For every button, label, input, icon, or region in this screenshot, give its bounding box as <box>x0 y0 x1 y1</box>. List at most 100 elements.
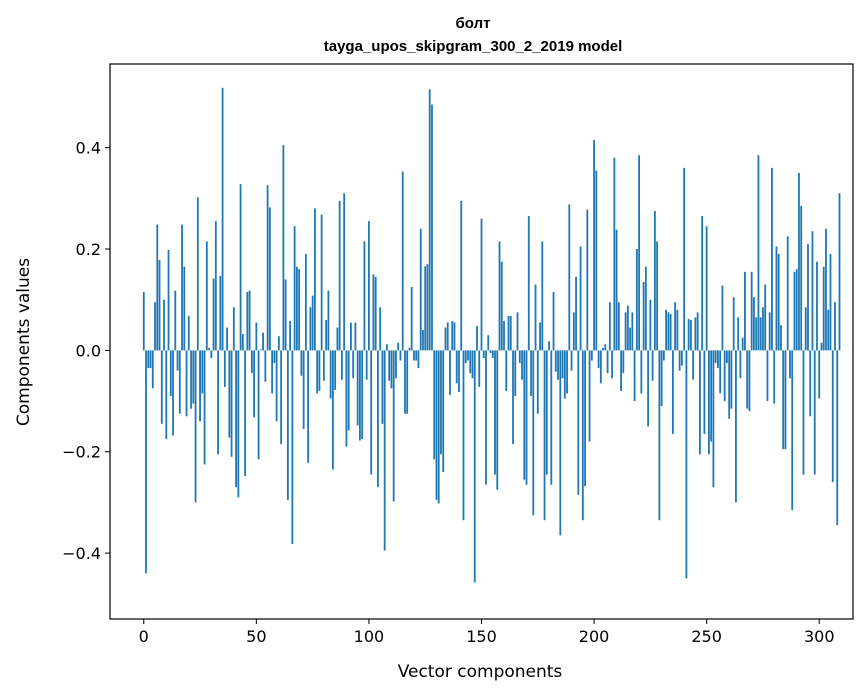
bar <box>750 271 753 351</box>
bar <box>584 350 586 487</box>
bar <box>676 309 679 351</box>
bar <box>217 350 219 455</box>
bar <box>259 349 262 351</box>
bar <box>766 350 769 402</box>
bar <box>377 350 379 488</box>
bar <box>228 350 231 438</box>
bar <box>388 350 391 381</box>
bar <box>669 313 672 351</box>
bar <box>579 246 582 351</box>
y-axis: −0.4 −0.2 0.0 0.2 0.4 <box>62 139 110 563</box>
bar <box>834 302 836 351</box>
bar <box>523 350 526 480</box>
bar <box>786 236 789 351</box>
bar <box>185 350 188 417</box>
bar <box>557 350 559 380</box>
bar <box>455 350 458 384</box>
bar <box>390 350 393 389</box>
bar <box>379 307 382 351</box>
bar <box>649 299 652 351</box>
bar <box>563 350 566 399</box>
bar <box>413 350 415 361</box>
chart-title: болт <box>456 15 491 32</box>
bar <box>552 292 555 351</box>
bar <box>176 350 179 371</box>
bar <box>793 271 796 351</box>
bar-series <box>142 87 841 583</box>
bar <box>836 350 839 526</box>
bar <box>336 327 339 351</box>
bar <box>809 350 812 417</box>
bar <box>399 350 402 361</box>
bar <box>201 350 204 394</box>
bar <box>343 193 346 351</box>
bar <box>485 350 487 485</box>
bar <box>703 350 706 434</box>
bar <box>516 312 519 351</box>
bar <box>172 350 174 436</box>
bar <box>268 207 271 351</box>
bar <box>527 216 530 351</box>
bar <box>482 350 485 358</box>
bar <box>291 350 294 544</box>
bar <box>550 350 553 485</box>
bar <box>458 350 460 392</box>
bar <box>505 350 508 391</box>
bar <box>460 200 463 351</box>
bar <box>656 241 659 351</box>
bar <box>165 350 168 440</box>
bar <box>721 285 724 351</box>
bar <box>208 347 210 351</box>
bar <box>489 350 492 353</box>
bar <box>775 246 778 351</box>
bar <box>570 350 573 371</box>
bar <box>532 350 535 516</box>
bar <box>629 327 631 351</box>
bar <box>277 336 280 351</box>
bar <box>597 350 600 369</box>
bar <box>320 214 323 351</box>
y-tick-label: 0.2 <box>76 240 101 259</box>
bar <box>719 350 722 394</box>
bar <box>239 184 242 351</box>
bar <box>782 350 785 450</box>
bar <box>647 350 650 427</box>
bar <box>419 228 422 351</box>
bar <box>498 241 501 351</box>
bar <box>617 302 620 351</box>
bar <box>401 171 404 351</box>
bar <box>332 350 334 470</box>
bar <box>678 350 681 371</box>
bar <box>440 350 442 455</box>
bar <box>431 104 433 351</box>
bar <box>428 89 431 351</box>
bar <box>154 302 156 351</box>
bar <box>196 197 199 351</box>
bar <box>791 350 794 511</box>
bar <box>813 350 816 475</box>
bar <box>773 350 776 404</box>
bar <box>471 350 474 379</box>
bar <box>710 350 713 442</box>
x-tick-label: 50 <box>246 627 266 646</box>
bar <box>559 350 562 536</box>
bar <box>160 350 163 424</box>
bar <box>831 350 834 483</box>
bar <box>286 350 289 500</box>
bar <box>615 229 618 351</box>
bar <box>566 350 568 394</box>
bar <box>273 350 276 364</box>
bar <box>640 350 643 394</box>
bar <box>381 350 384 424</box>
bar <box>816 261 818 351</box>
bar <box>586 209 589 351</box>
x-tick-label: 200 <box>579 627 610 646</box>
bar <box>811 231 814 351</box>
bar <box>644 266 647 351</box>
bar <box>759 317 762 351</box>
bar <box>674 302 677 351</box>
bar <box>838 193 841 351</box>
bar <box>264 350 267 382</box>
bar <box>284 279 287 351</box>
bar <box>581 350 584 521</box>
